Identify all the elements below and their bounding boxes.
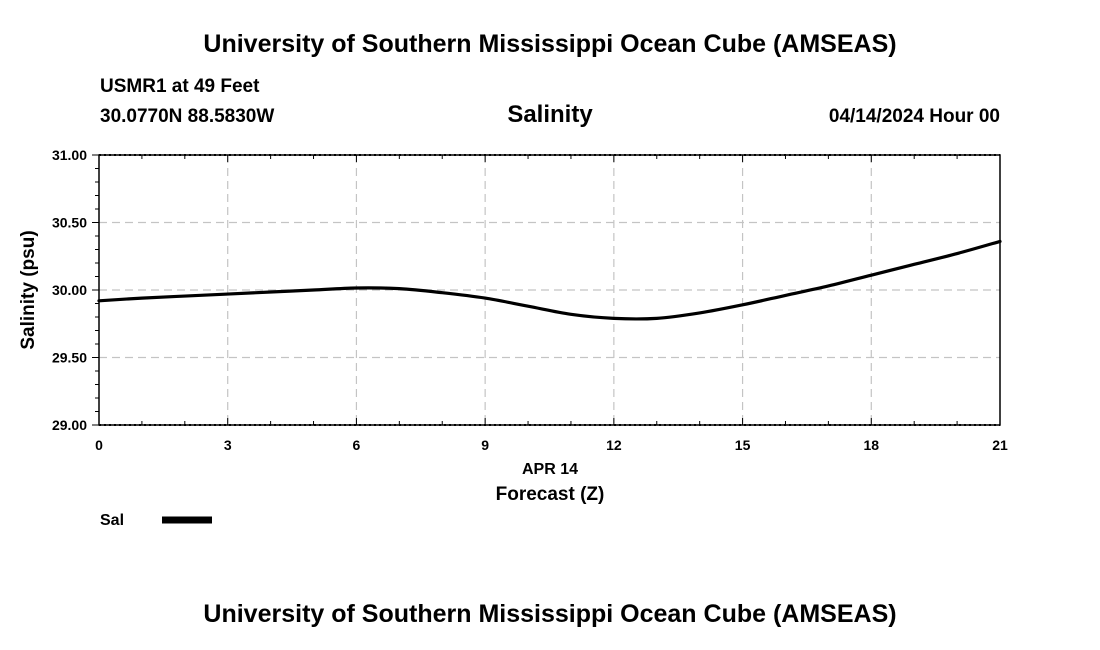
- grid-lines: [99, 155, 1000, 425]
- legend-label-sal: Sal: [100, 512, 124, 529]
- y-axis-label: Salinity (psu): [18, 230, 39, 349]
- x-tick-label: 18: [863, 437, 879, 453]
- page-title: University of Southern Mississippi Ocean…: [203, 30, 897, 58]
- legend: Sal: [100, 512, 212, 529]
- y-tick-label: 29.50: [52, 350, 87, 366]
- x-tick-label: 0: [95, 437, 103, 453]
- coordinates-label: 30.0770N 88.5830W: [100, 106, 275, 127]
- x-tick-label: 6: [353, 437, 361, 453]
- x-tick-label: 3: [224, 437, 232, 453]
- y-tick-label: 30.00: [52, 282, 87, 298]
- x-tick-label: 12: [606, 437, 622, 453]
- x-tick-label: 9: [481, 437, 489, 453]
- x-tick-label: 21: [992, 437, 1008, 453]
- y-tick-label: 30.50: [52, 215, 87, 231]
- forecast-datetime: 04/14/2024 Hour 00: [828, 106, 1000, 127]
- y-tick-labels: 29.00 29.50 30.00 30.50 31.00: [52, 147, 87, 433]
- x-axis-label: Forecast (Z): [496, 484, 605, 505]
- plot-frame: [98, 154, 1001, 426]
- date-label: APR 14: [522, 461, 578, 478]
- footer-title: University of Southern Mississippi Ocean…: [203, 600, 897, 628]
- x-tick-label: 15: [735, 437, 751, 453]
- y-tick-label: 29.00: [52, 417, 87, 433]
- x-tick-labels: 0 3 6 9 12 15 18 21: [95, 437, 1008, 453]
- chart-title: Salinity: [507, 101, 593, 128]
- series-line-sal: [97, 239, 1002, 321]
- station-label: USMR1 at 49 Feet: [100, 76, 260, 97]
- y-tick-label: 31.00: [52, 147, 87, 163]
